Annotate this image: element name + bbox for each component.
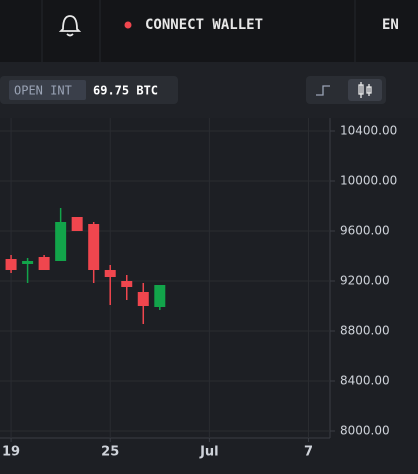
x-tick-label: 25: [101, 445, 119, 460]
line-chart-button[interactable]: [316, 85, 330, 96]
x-tick-label: 19: [2, 445, 20, 460]
candle-body: [88, 224, 100, 270]
candle-body: [22, 261, 34, 264]
x-tick-label: Jul: [199, 445, 219, 460]
candle-body: [121, 281, 133, 287]
candle-icon: [358, 82, 372, 98]
candle-body: [104, 270, 116, 277]
candle-body: [137, 292, 149, 306]
y-tick-label: 8400.00: [340, 374, 390, 388]
candle-chart-button[interactable]: [348, 79, 382, 101]
plot: 8000.00 8400.00 8800.00 9200.00 9600.00 10000…: [0, 118, 397, 460]
y-tick-label: 9600.00: [340, 224, 390, 238]
candle-body: [154, 285, 166, 307]
y-tick-label: 9200.00: [340, 274, 390, 288]
x-tick-label: 7: [304, 445, 313, 460]
y-tick-label: 8800.00: [340, 324, 390, 338]
open-int-value: 69.75 BTC: [93, 84, 158, 98]
candle-body: [71, 217, 83, 231]
candle-body: [55, 222, 67, 261]
open-int-badge: [9, 80, 86, 100]
candle-body: [5, 259, 17, 270]
y-tick-label: 8000.00: [340, 424, 390, 438]
status-dot: [124, 21, 132, 29]
bell-icon[interactable]: [58, 15, 82, 37]
connect-wallet[interactable]: CONNECT WALLET: [145, 17, 263, 33]
y-tick-label: 10000.00: [340, 174, 397, 188]
open-int-label: OPEN INT: [14, 84, 72, 98]
candle-body: [38, 257, 50, 270]
y-tick-label: 10400.00: [340, 124, 397, 138]
language[interactable]: EN: [382, 17, 399, 33]
